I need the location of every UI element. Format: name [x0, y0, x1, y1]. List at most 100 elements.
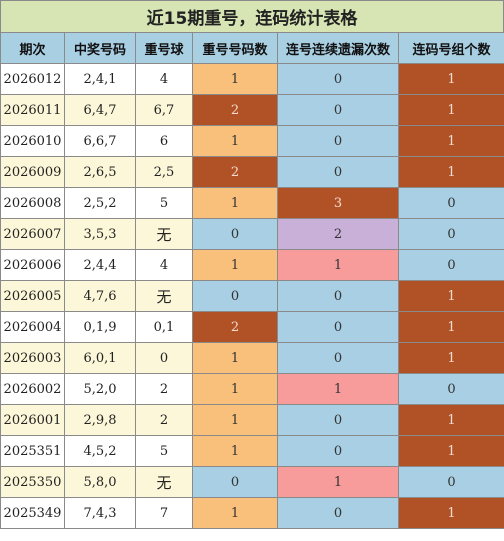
repeat-count-cell: 1 [192, 342, 278, 374]
draw-numbers-cell: 5,2,0 [64, 373, 136, 405]
header-consecutive-miss: 连号连续遗漏次数 [277, 32, 399, 64]
period-cell: 2026007 [0, 218, 65, 250]
repeat-balls-cell: 4 [135, 249, 193, 281]
repeat-balls-cell: 2 [135, 404, 193, 436]
consecutive-groups-cell: 1 [398, 156, 504, 188]
repeat-balls-cell: 无 [135, 280, 193, 312]
draw-numbers-cell: 6,0,1 [64, 342, 136, 374]
consecutive-miss-cell: 0 [277, 280, 399, 312]
table-row: 2026011 6,4,7 6,7 2 0 1 [0, 94, 504, 126]
table-row: 2025351 4,5,2 5 1 0 1 [0, 435, 504, 467]
consecutive-groups-cell: 0 [398, 466, 504, 498]
period-cell: 2025349 [0, 497, 65, 529]
draw-numbers-cell: 0,1,9 [64, 311, 136, 343]
consecutive-groups-cell: 1 [398, 280, 504, 312]
period-cell: 2026005 [0, 280, 65, 312]
table-row: 2026001 2,9,8 2 1 0 1 [0, 404, 504, 436]
consecutive-miss-cell: 0 [277, 94, 399, 126]
table-row: 2026002 5,2,0 2 1 1 0 [0, 373, 504, 405]
consecutive-groups-cell: 1 [398, 94, 504, 126]
table-row: 2026009 2,6,5 2,5 2 0 1 [0, 156, 504, 188]
draw-numbers-cell: 5,8,0 [64, 466, 136, 498]
table-row: 2026006 2,4,4 4 1 1 0 [0, 249, 504, 281]
consecutive-miss-cell: 0 [277, 404, 399, 436]
draw-numbers-cell: 2,6,5 [64, 156, 136, 188]
consecutive-miss-cell: 0 [277, 342, 399, 374]
consecutive-miss-cell: 0 [277, 497, 399, 529]
draw-numbers-cell: 2,4,4 [64, 249, 136, 281]
repeat-count-cell: 0 [192, 280, 278, 312]
repeat-count-cell: 1 [192, 404, 278, 436]
draw-numbers-cell: 4,7,6 [64, 280, 136, 312]
consecutive-groups-cell: 1 [398, 435, 504, 467]
header-consecutive-groups: 连码号组个数 [398, 32, 504, 64]
table-row: 2025349 7,4,3 7 1 0 1 [0, 497, 504, 529]
table-row: 2026010 6,6,7 6 1 0 1 [0, 125, 504, 157]
stats-table: 期次 中奖号码 重号球 重号号码数 连号连续遗漏次数 连码号组个数 202601… [0, 32, 504, 529]
repeat-count-cell: 1 [192, 373, 278, 405]
header-repeat-balls: 重号球 [135, 32, 193, 64]
repeat-balls-cell: 4 [135, 63, 193, 95]
repeat-count-cell: 1 [192, 187, 278, 219]
period-cell: 2026004 [0, 311, 65, 343]
consecutive-miss-cell: 1 [277, 373, 399, 405]
table-row: 2026004 0,1,9 0,1 2 0 1 [0, 311, 504, 343]
period-cell: 2026011 [0, 94, 65, 126]
period-cell: 2025350 [0, 466, 65, 498]
repeat-count-cell: 2 [192, 311, 278, 343]
consecutive-miss-cell: 0 [277, 156, 399, 188]
repeat-balls-cell: 0 [135, 342, 193, 374]
period-cell: 2026002 [0, 373, 65, 405]
table-row: 2026003 6,0,1 0 1 0 1 [0, 342, 504, 374]
consecutive-groups-cell: 1 [398, 311, 504, 343]
repeat-balls-cell: 0,1 [135, 311, 193, 343]
table-row: 2026005 4,7,6 无 0 0 1 [0, 280, 504, 312]
repeat-balls-cell: 5 [135, 435, 193, 467]
repeat-count-cell: 1 [192, 63, 278, 95]
repeat-count-cell: 0 [192, 218, 278, 250]
table-body: 2026012 2,4,1 4 1 0 1 2026011 6,4,7 6,7 2 0 1 202601… [0, 63, 504, 529]
period-cell: 2026010 [0, 125, 65, 157]
table-row: 2025350 5,8,0 无 0 1 0 [0, 466, 504, 498]
draw-numbers-cell: 7,4,3 [64, 497, 136, 529]
repeat-balls-cell: 无 [135, 466, 193, 498]
draw-numbers-cell: 2,5,2 [64, 187, 136, 219]
period-cell: 2026006 [0, 249, 65, 281]
table-row: 2026012 2,4,1 4 1 0 1 [0, 63, 504, 95]
repeat-balls-cell: 无 [135, 218, 193, 250]
header-row: 期次 中奖号码 重号球 重号号码数 连号连续遗漏次数 连码号组个数 [0, 32, 504, 64]
consecutive-miss-cell: 0 [277, 63, 399, 95]
period-cell: 2026009 [0, 156, 65, 188]
repeat-count-cell: 1 [192, 497, 278, 529]
table-title: 近15期重号，连码统计表格 [0, 0, 504, 32]
consecutive-groups-cell: 0 [398, 373, 504, 405]
draw-numbers-cell: 4,5,2 [64, 435, 136, 467]
header-repeat-count: 重号号码数 [192, 32, 278, 64]
draw-numbers-cell: 6,4,7 [64, 94, 136, 126]
consecutive-miss-cell: 0 [277, 125, 399, 157]
draw-numbers-cell: 6,6,7 [64, 125, 136, 157]
period-cell: 2025351 [0, 435, 65, 467]
table-row: 2026007 3,5,3 无 0 2 0 [0, 218, 504, 250]
repeat-count-cell: 2 [192, 156, 278, 188]
consecutive-groups-cell: 0 [398, 187, 504, 219]
repeat-balls-cell: 2 [135, 373, 193, 405]
repeat-count-cell: 1 [192, 435, 278, 467]
repeat-balls-cell: 6,7 [135, 94, 193, 126]
repeat-count-cell: 1 [192, 125, 278, 157]
consecutive-groups-cell: 1 [398, 404, 504, 436]
period-cell: 2026012 [0, 63, 65, 95]
consecutive-groups-cell: 1 [398, 497, 504, 529]
repeat-balls-cell: 7 [135, 497, 193, 529]
draw-numbers-cell: 3,5,3 [64, 218, 136, 250]
consecutive-miss-cell: 1 [277, 466, 399, 498]
consecutive-miss-cell: 2 [277, 218, 399, 250]
draw-numbers-cell: 2,4,1 [64, 63, 136, 95]
consecutive-groups-cell: 0 [398, 218, 504, 250]
period-cell: 2026008 [0, 187, 65, 219]
header-period: 期次 [0, 32, 65, 64]
period-cell: 2026003 [0, 342, 65, 374]
consecutive-miss-cell: 1 [277, 249, 399, 281]
consecutive-groups-cell: 1 [398, 63, 504, 95]
